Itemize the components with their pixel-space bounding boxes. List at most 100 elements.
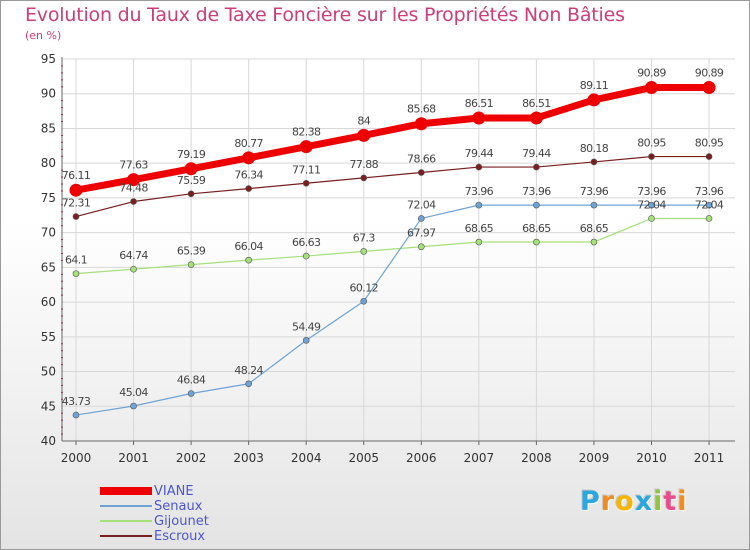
data-label-gijounet: 68.65 xyxy=(522,222,551,235)
data-label-gijounet: 72.04 xyxy=(695,198,724,211)
data-point-escroux xyxy=(590,158,598,166)
y-tick-label: 40 xyxy=(41,434,56,448)
data-label-gijounet: 66.04 xyxy=(234,240,263,253)
x-tick-label: 2011 xyxy=(694,451,725,465)
data-point-senaux xyxy=(245,380,252,388)
data-point-escroux xyxy=(302,179,310,187)
data-point-viane xyxy=(127,173,141,187)
data-point-gijounet xyxy=(72,270,80,277)
data-point-senaux xyxy=(648,201,655,209)
data-label-gijounet: 68.65 xyxy=(580,222,609,235)
data-label-escroux: 78.66 xyxy=(407,152,436,165)
data-label-viane: 77.63 xyxy=(119,159,148,172)
data-label-escroux: 76.34 xyxy=(234,169,263,182)
data-point-viane xyxy=(357,128,371,142)
data-point-gijounet xyxy=(417,243,425,251)
data-point-escroux xyxy=(417,169,425,176)
data-point-gijounet xyxy=(705,215,713,222)
x-tick-label: 2003 xyxy=(233,451,264,465)
data-label-senaux: 73.96 xyxy=(637,185,666,198)
x-tick-label: 2002 xyxy=(176,451,207,465)
data-point-gijounet xyxy=(245,256,252,264)
x-tick-label: 2005 xyxy=(348,451,379,465)
y-tick-label: 50 xyxy=(41,365,56,379)
data-point-gijounet xyxy=(475,238,483,246)
data-label-senaux: 73.96 xyxy=(465,185,494,198)
data-label-senaux: 73.96 xyxy=(522,185,551,198)
data-label-viane: 90.89 xyxy=(637,67,666,80)
data-label-gijounet: 68.65 xyxy=(465,222,494,235)
data-point-escroux xyxy=(648,153,655,160)
legend-item-viane: VIANE xyxy=(100,484,280,499)
x-tick-label: 2007 xyxy=(464,451,495,465)
logo-letter: r xyxy=(600,486,616,517)
x-tick-label: 2010 xyxy=(636,451,667,465)
data-label-senaux: 48.24 xyxy=(234,364,263,377)
data-point-viane xyxy=(472,111,486,125)
data-label-viane: 90.89 xyxy=(695,67,724,80)
legend-swatch xyxy=(100,535,152,537)
data-point-escroux xyxy=(245,185,252,192)
data-label-senaux: 73.96 xyxy=(695,185,724,198)
y-tick-label: 60 xyxy=(41,295,56,309)
data-label-senaux: 54.49 xyxy=(292,320,321,333)
legend-item-senaux: Senaux xyxy=(100,499,280,514)
logo-letter: o xyxy=(615,486,635,517)
data-label-escroux: 74.48 xyxy=(119,182,148,195)
x-tick-label: 2008 xyxy=(521,451,552,465)
data-label-escroux: 77.11 xyxy=(292,163,321,176)
data-point-escroux xyxy=(187,190,195,198)
data-point-senaux xyxy=(533,201,540,209)
data-label-senaux: 73.96 xyxy=(580,185,609,198)
data-point-viane xyxy=(69,183,83,197)
data-point-senaux xyxy=(590,201,598,209)
legend-label: VIANE xyxy=(154,484,194,499)
data-point-gijounet xyxy=(590,238,598,246)
series-line-viane xyxy=(75,84,710,194)
y-tick-label: 75 xyxy=(41,191,56,205)
data-point-escroux xyxy=(72,213,80,220)
data-point-viane xyxy=(587,93,601,107)
series-line-senaux xyxy=(75,204,710,416)
data-label-viane: 76.11 xyxy=(62,169,91,182)
y-tick-label: 65 xyxy=(41,260,56,274)
data-label-gijounet: 64.1 xyxy=(65,254,87,267)
data-label-gijounet: 65.39 xyxy=(177,245,206,258)
data-label-viane: 86.51 xyxy=(522,97,551,110)
data-point-viane xyxy=(184,162,198,176)
data-point-viane xyxy=(242,151,256,165)
data-point-escroux xyxy=(533,163,540,171)
y-tick-label: 55 xyxy=(41,330,56,344)
logo-letter: i xyxy=(677,486,688,517)
data-point-senaux xyxy=(475,201,483,209)
logo-letter: t xyxy=(663,486,678,517)
x-tick-label: 2009 xyxy=(579,451,610,465)
data-label-escroux: 79.44 xyxy=(465,147,494,160)
data-label-gijounet: 66.63 xyxy=(292,236,321,249)
data-label-viane: 84 xyxy=(357,114,370,127)
y-tick-label: 70 xyxy=(41,226,56,240)
data-point-senaux xyxy=(705,201,713,209)
data-label-viane: 86.51 xyxy=(465,97,494,110)
legend-label: Gijounet xyxy=(154,514,209,529)
data-point-escroux xyxy=(475,163,483,171)
legend-item-gijounet: Gijounet xyxy=(100,514,280,529)
data-point-gijounet xyxy=(533,238,540,246)
data-point-viane xyxy=(414,117,428,131)
series-line-escroux xyxy=(75,155,710,218)
data-label-viane: 85.68 xyxy=(407,103,436,116)
data-label-senaux: 45.04 xyxy=(119,386,148,399)
data-point-viane xyxy=(529,111,543,125)
data-label-senaux: 43.73 xyxy=(62,395,91,408)
data-label-gijounet: 72.04 xyxy=(637,198,666,211)
data-point-gijounet xyxy=(302,252,310,260)
y-tick-label: 85 xyxy=(41,121,56,135)
y-tick-label: 80 xyxy=(41,156,56,170)
data-label-escroux: 79.44 xyxy=(522,147,551,160)
data-point-senaux xyxy=(72,411,80,419)
legend-swatch xyxy=(100,520,152,522)
data-label-escroux: 80.95 xyxy=(637,137,666,150)
data-point-senaux xyxy=(187,390,195,397)
data-point-gijounet xyxy=(187,261,195,268)
